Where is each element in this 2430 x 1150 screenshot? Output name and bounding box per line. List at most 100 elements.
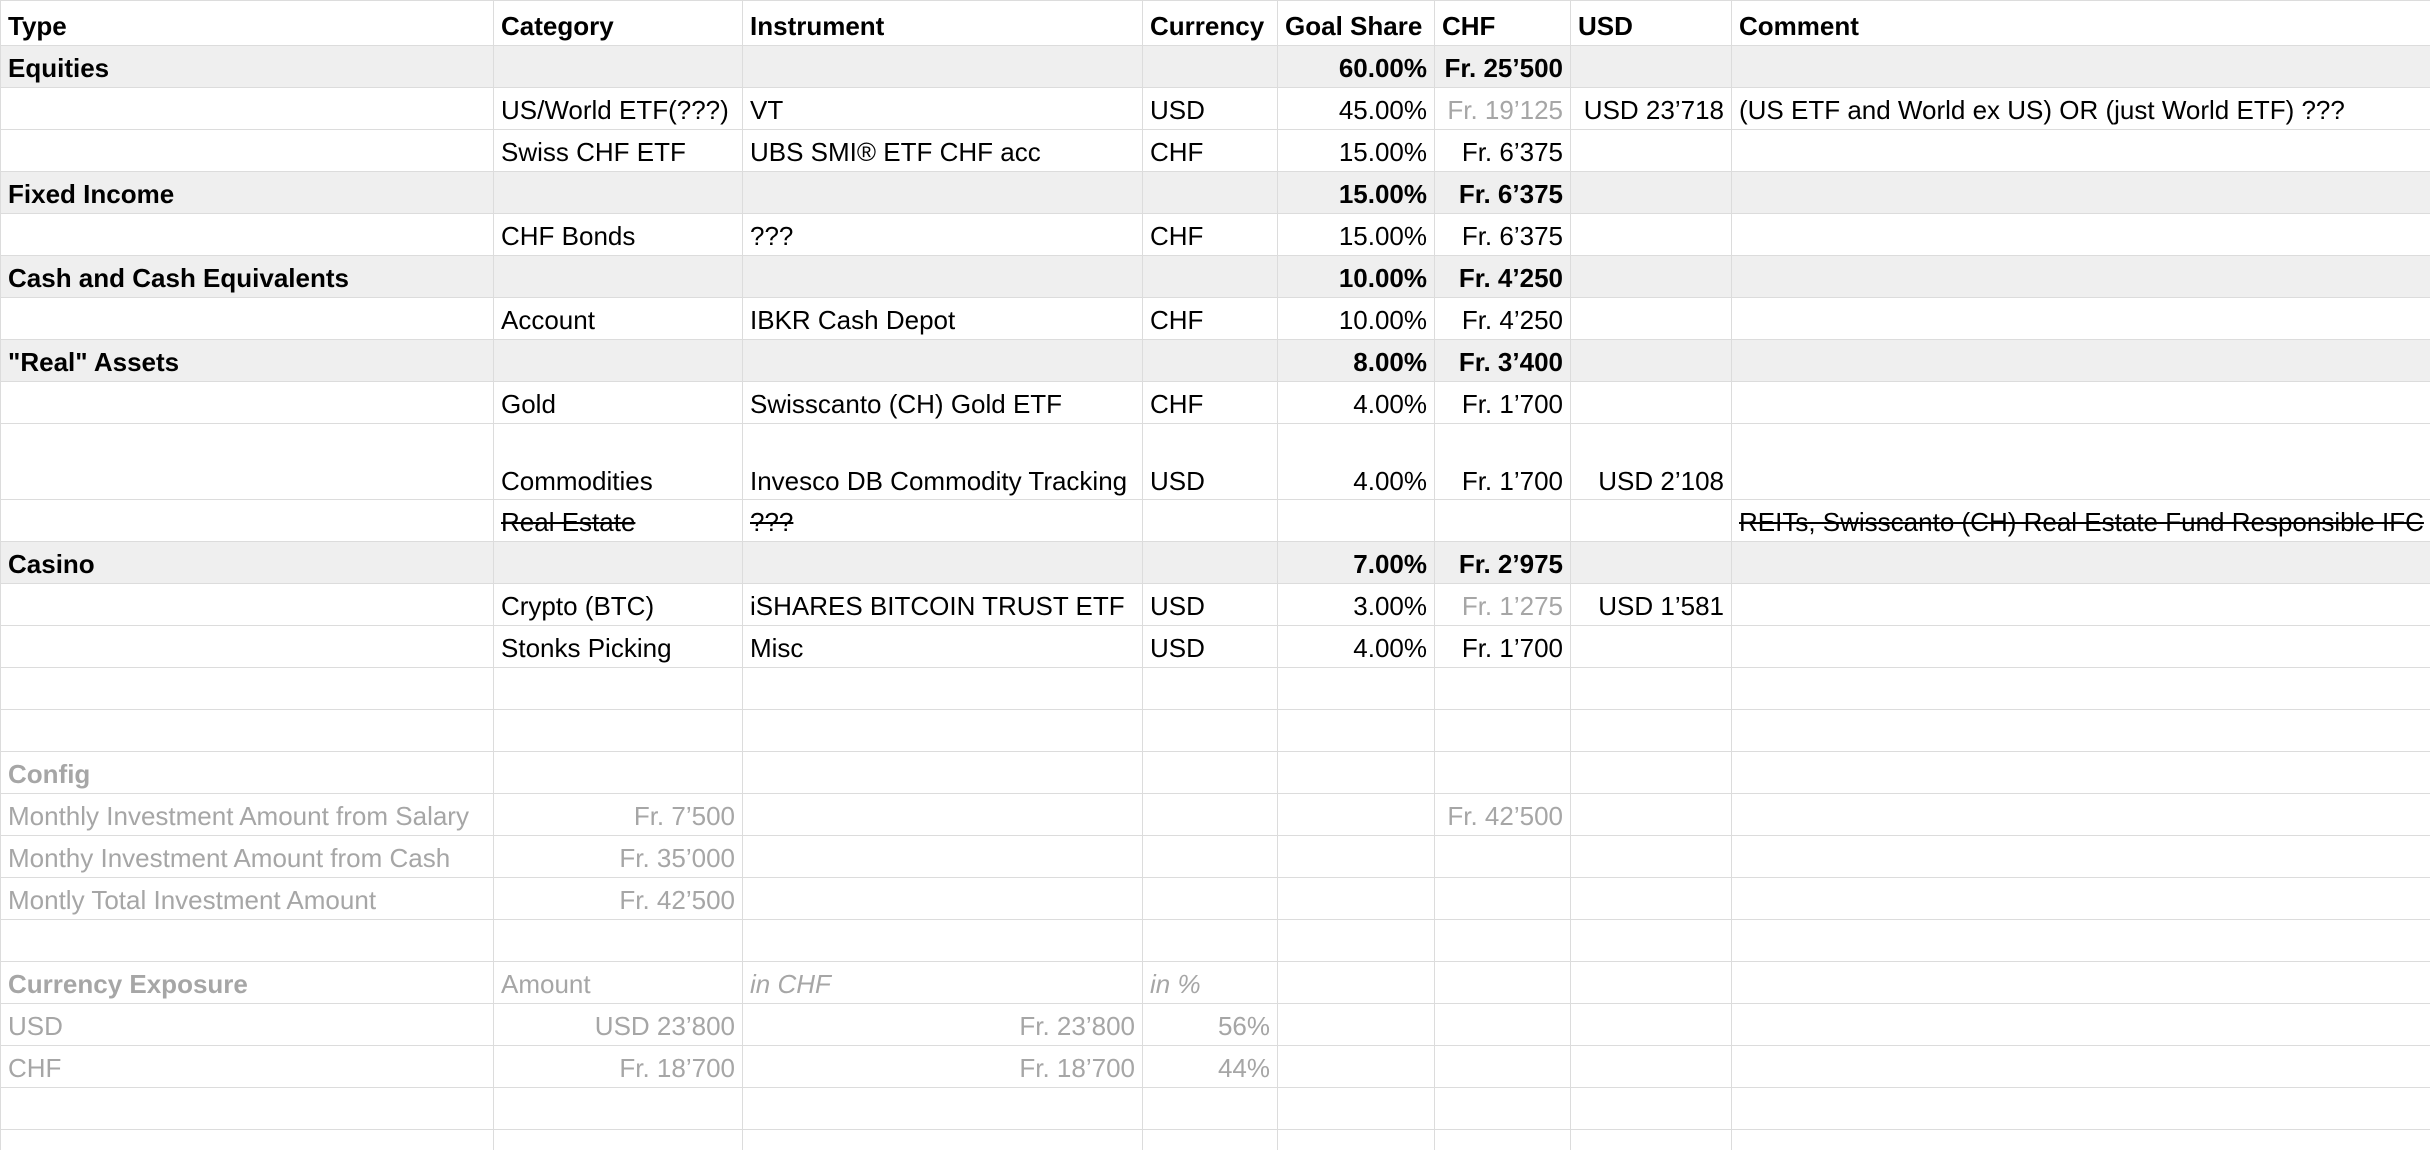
cell[interactable] <box>742 709 1143 752</box>
cell[interactable] <box>1731 339 2430 382</box>
cell[interactable] <box>1142 1087 1278 1130</box>
cell[interactable] <box>1570 835 1732 878</box>
cell[interactable]: Montly Total Investment Amount <box>0 877 494 920</box>
cell[interactable] <box>493 1129 743 1150</box>
cell[interactable] <box>0 709 494 752</box>
cell[interactable]: Monthly Investment Amount from Salary <box>0 793 494 836</box>
cell[interactable]: (US ETF and World ex US) OR (just World … <box>1731 87 2430 130</box>
cell[interactable] <box>1570 709 1732 752</box>
cell[interactable]: Fr. 19’125 <box>1434 87 1571 130</box>
cell[interactable]: CHF <box>0 1045 494 1088</box>
cell[interactable] <box>1434 1129 1571 1150</box>
cell[interactable]: CHF <box>1142 129 1278 172</box>
cell[interactable] <box>1142 835 1278 878</box>
cell[interactable]: Fr. 18’700 <box>493 1045 743 1088</box>
cell[interactable] <box>1731 625 2430 668</box>
cell[interactable] <box>0 297 494 340</box>
cell[interactable] <box>1731 171 2430 214</box>
cell[interactable] <box>1142 877 1278 920</box>
cell[interactable] <box>1570 213 1732 256</box>
cell[interactable] <box>1142 709 1278 752</box>
column-header[interactable]: CHF <box>1434 0 1571 46</box>
cell[interactable]: CHF Bonds <box>493 213 743 256</box>
cell[interactable] <box>1570 339 1732 382</box>
cell[interactable] <box>1142 751 1278 794</box>
cell[interactable] <box>493 709 743 752</box>
cell[interactable] <box>742 339 1143 382</box>
cell[interactable] <box>1731 709 2430 752</box>
cell[interactable] <box>1731 793 2430 836</box>
cell[interactable]: ??? <box>742 499 1143 542</box>
cell[interactable]: Fr. 42’500 <box>493 877 743 920</box>
cell[interactable] <box>1731 129 2430 172</box>
cell[interactable]: in % <box>1142 961 1278 1004</box>
cell[interactable]: Fr. 2’975 <box>1434 541 1571 584</box>
cell[interactable] <box>1434 1003 1571 1046</box>
cell[interactable] <box>493 667 743 710</box>
cell[interactable] <box>1277 793 1435 836</box>
cell[interactable] <box>1277 835 1435 878</box>
cell[interactable] <box>1731 1045 2430 1088</box>
cell[interactable]: iSHARES BITCOIN TRUST ETF <box>742 583 1143 626</box>
cell[interactable]: Fr. 35’000 <box>493 835 743 878</box>
cell[interactable] <box>1277 877 1435 920</box>
cell[interactable] <box>1142 1129 1278 1150</box>
cell[interactable] <box>0 381 494 424</box>
cell[interactable]: 10.00% <box>1277 255 1435 298</box>
cell[interactable]: UBS SMI® ETF CHF acc <box>742 129 1143 172</box>
cell[interactable]: Fr. 1’275 <box>1434 583 1571 626</box>
cell[interactable] <box>0 423 494 500</box>
cell[interactable] <box>1570 45 1732 88</box>
cell[interactable] <box>742 877 1143 920</box>
cell[interactable]: Casino <box>0 541 494 584</box>
cell[interactable]: IBKR Cash Depot <box>742 297 1143 340</box>
cell[interactable] <box>1570 1045 1732 1088</box>
cell[interactable] <box>493 541 743 584</box>
cell[interactable] <box>1731 423 2430 500</box>
cell[interactable]: 8.00% <box>1277 339 1435 382</box>
cell[interactable] <box>0 625 494 668</box>
cell[interactable] <box>0 1129 494 1150</box>
cell[interactable] <box>1142 339 1278 382</box>
cell[interactable] <box>1570 297 1732 340</box>
cell[interactable]: Fr. 6’375 <box>1434 213 1571 256</box>
cell[interactable]: CHF <box>1142 297 1278 340</box>
cell[interactable] <box>1731 667 2430 710</box>
cell[interactable] <box>1731 583 2430 626</box>
cell[interactable]: CHF <box>1142 381 1278 424</box>
cell[interactable]: Fr. 18’700 <box>742 1045 1143 1088</box>
cell[interactable] <box>1434 877 1571 920</box>
cell[interactable] <box>1434 919 1571 962</box>
cell[interactable] <box>1570 793 1732 836</box>
cell[interactable]: 45.00% <box>1277 87 1435 130</box>
cell[interactable]: USD 1’581 <box>1570 583 1732 626</box>
cell[interactable] <box>1731 1129 2430 1150</box>
cell[interactable]: Crypto (BTC) <box>493 583 743 626</box>
cell[interactable] <box>1434 835 1571 878</box>
cell[interactable] <box>742 255 1143 298</box>
column-header[interactable]: Category <box>493 0 743 46</box>
column-header[interactable]: Instrument <box>742 0 1143 46</box>
cell[interactable] <box>493 919 743 962</box>
cell[interactable] <box>742 919 1143 962</box>
cell[interactable] <box>1570 1003 1732 1046</box>
cell[interactable] <box>1277 1129 1435 1150</box>
cell[interactable] <box>1570 255 1732 298</box>
cell[interactable] <box>742 835 1143 878</box>
cell[interactable]: Fr. 1’700 <box>1434 423 1571 500</box>
cell[interactable] <box>1142 667 1278 710</box>
cell[interactable] <box>1434 1087 1571 1130</box>
cell[interactable]: 56% <box>1142 1003 1278 1046</box>
cell[interactable]: Swiss CHF ETF <box>493 129 743 172</box>
cell[interactable]: Fr. 3’400 <box>1434 339 1571 382</box>
cell[interactable]: "Real" Assets <box>0 339 494 382</box>
cell[interactable] <box>0 1087 494 1130</box>
cell[interactable] <box>0 667 494 710</box>
cell[interactable] <box>1277 961 1435 1004</box>
cell[interactable]: 15.00% <box>1277 213 1435 256</box>
cell[interactable]: 4.00% <box>1277 423 1435 500</box>
cell[interactable]: Fr. 7’500 <box>493 793 743 836</box>
cell[interactable] <box>1570 129 1732 172</box>
cell[interactable] <box>742 1087 1143 1130</box>
cell[interactable] <box>1731 751 2430 794</box>
